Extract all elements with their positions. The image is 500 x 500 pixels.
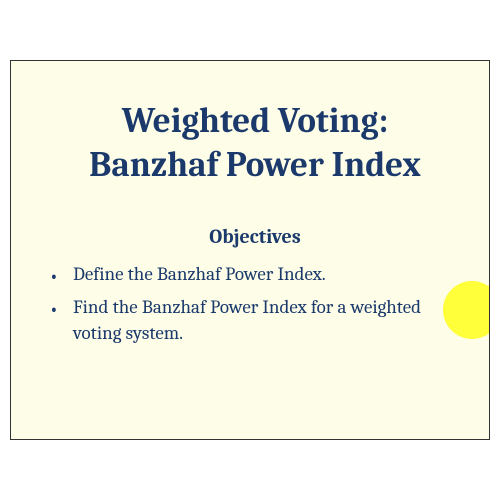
title-line-2: Banzhaf Power Index — [89, 144, 421, 185]
slide-title: Weighted Voting: Banzhaf Power Index — [41, 99, 469, 187]
title-line-1: Weighted Voting: — [122, 100, 388, 141]
list-item: Find the Banzhaf Power Index for a weigh… — [49, 295, 469, 346]
slide-subtitle: Objectives — [41, 225, 469, 248]
bullet-text: Define the Banzhaf Power Index. — [73, 263, 326, 285]
list-item: Define the Banzhaf Power Index. — [49, 262, 469, 288]
bullet-text: Find the Banzhaf Power Index for a weigh… — [73, 296, 421, 344]
objectives-list: Define the Banzhaf Power Index. Find the… — [41, 262, 469, 347]
slide: Weighted Voting: Banzhaf Power Index Obj… — [10, 60, 490, 440]
